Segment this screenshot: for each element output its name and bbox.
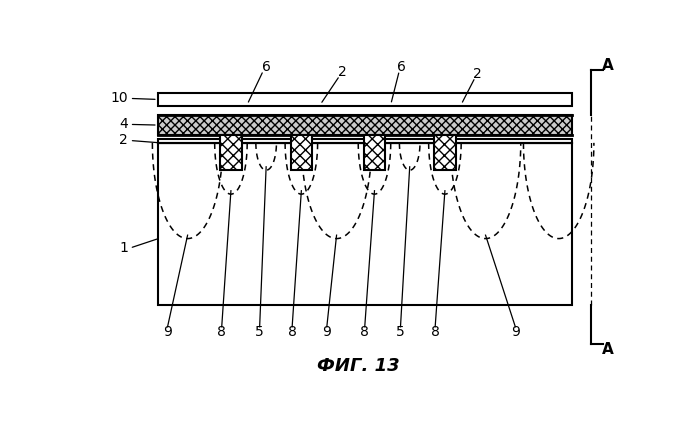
Text: 4: 4 [120, 117, 128, 131]
Text: 6: 6 [261, 60, 271, 74]
Bar [158, 93, 572, 106]
Text: 6: 6 [397, 60, 406, 74]
Text: 10: 10 [110, 91, 128, 105]
Bar [158, 139, 572, 143]
Text: 5: 5 [396, 325, 405, 339]
Text: A: A [602, 341, 613, 357]
Text: 9: 9 [322, 325, 331, 339]
Text: 5: 5 [255, 325, 264, 339]
Text: ФИГ. 13: ФИГ. 13 [317, 357, 400, 375]
Bar [434, 135, 456, 170]
Bar [220, 135, 242, 170]
Bar [291, 135, 312, 170]
Bar [158, 115, 572, 135]
Text: 8: 8 [431, 325, 440, 339]
Text: 9: 9 [163, 325, 172, 339]
Bar [158, 143, 572, 305]
Text: 2: 2 [120, 134, 128, 147]
Text: 2: 2 [338, 65, 347, 79]
Text: 8: 8 [288, 325, 296, 339]
Bar [363, 135, 385, 170]
Text: 9: 9 [511, 325, 520, 339]
Text: 1: 1 [119, 241, 128, 255]
Text: A: A [602, 58, 613, 73]
Text: 8: 8 [360, 325, 369, 339]
Text: 2: 2 [473, 67, 482, 81]
Text: 8: 8 [217, 325, 226, 339]
